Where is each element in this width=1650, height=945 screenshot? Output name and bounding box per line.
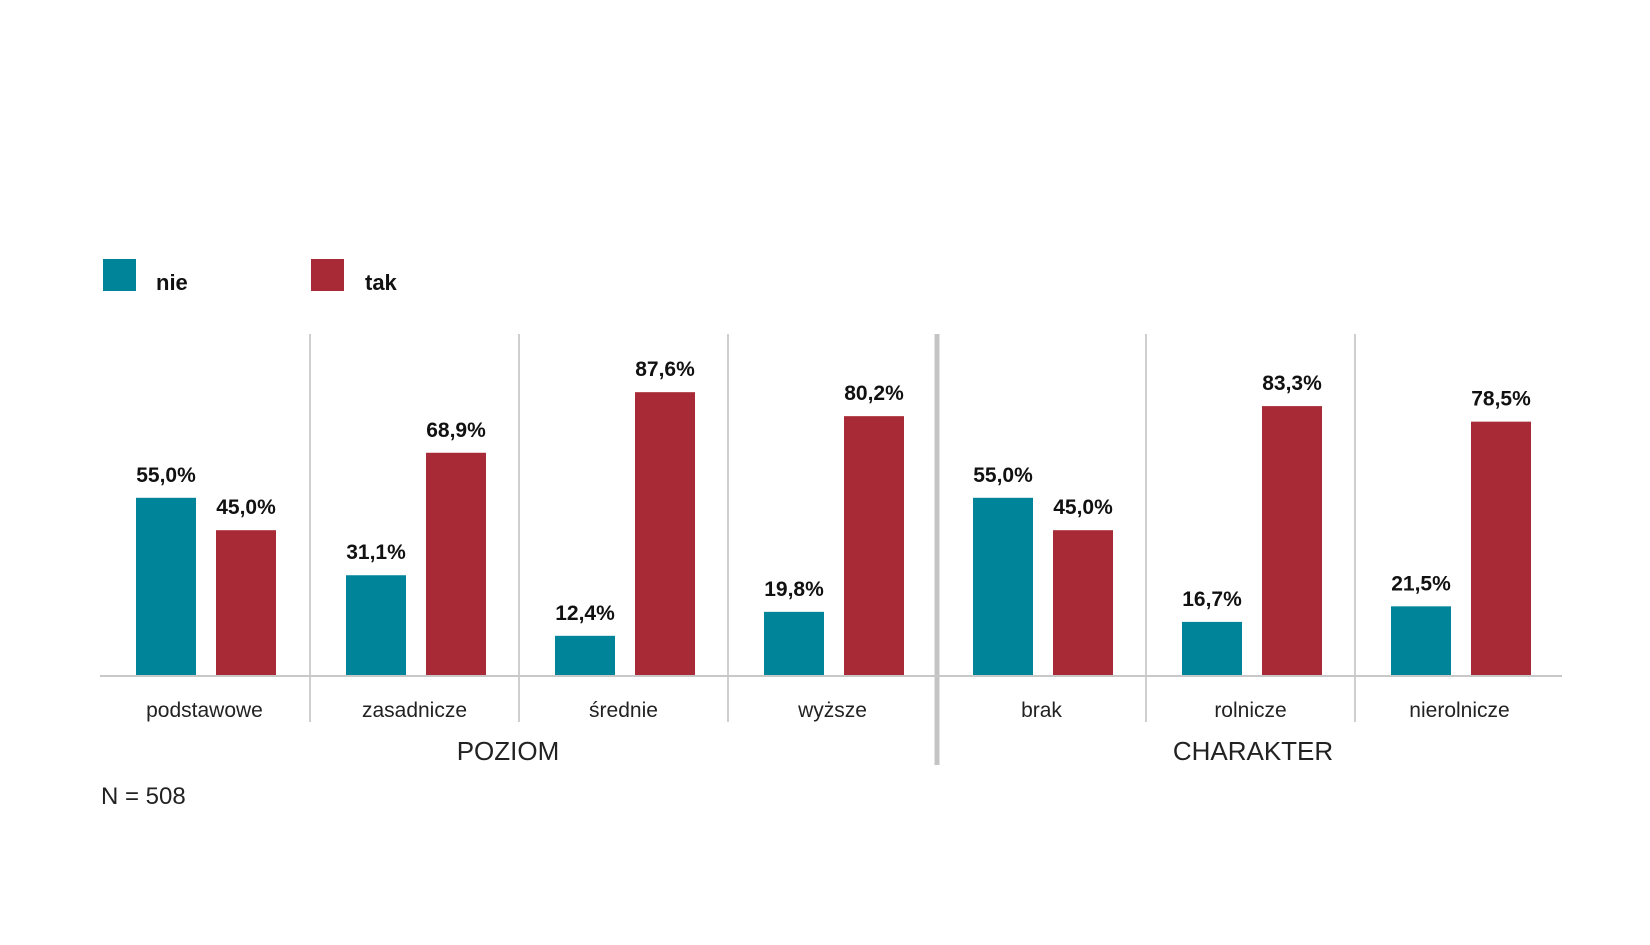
category-separators bbox=[309, 334, 1356, 765]
category-label-3: średnie bbox=[589, 699, 658, 722]
data-label-tak-3: 87,6% bbox=[635, 358, 695, 381]
category-labels: podstawowe zasadnicze średnie wyższe brak rol… bbox=[146, 699, 1510, 722]
bar-nie-4 bbox=[764, 611, 824, 676]
bar-nie-3 bbox=[555, 635, 615, 676]
bar-tak-2 bbox=[426, 452, 486, 676]
category-label-2: zasadnicze bbox=[362, 699, 467, 722]
legend-label-nie: nie bbox=[156, 270, 188, 295]
legend-swatch-nie bbox=[103, 259, 136, 291]
data-label-tak-6: 83,3% bbox=[1262, 372, 1322, 395]
category-label-7: nierolnicze bbox=[1409, 699, 1509, 722]
data-label-tak-4: 80,2% bbox=[844, 382, 904, 405]
data-label-tak-7: 78,5% bbox=[1471, 388, 1531, 411]
group-label-poziom: POZIOM bbox=[457, 736, 560, 766]
bar-tak-5 bbox=[1053, 530, 1113, 676]
data-labels: 55,0% 45,0% 31,1% 68,9% 12,4% 87,6% 19,8% 80,2%… bbox=[136, 358, 1531, 625]
bar-nie-7 bbox=[1391, 606, 1451, 676]
bar-nie-6 bbox=[1182, 621, 1242, 676]
data-label-nie-1: 55,0% bbox=[136, 464, 196, 487]
bar-tak-7 bbox=[1471, 421, 1531, 676]
category-label-6: rolnicze bbox=[1214, 699, 1286, 722]
bar-tak-3 bbox=[635, 392, 695, 676]
data-label-nie-6: 16,7% bbox=[1182, 588, 1242, 611]
data-label-nie-2: 31,1% bbox=[346, 541, 406, 564]
category-label-5: brak bbox=[1021, 699, 1062, 722]
sample-size-note: N = 508 bbox=[101, 783, 186, 810]
bars bbox=[136, 392, 1531, 676]
category-label-1: podstawowe bbox=[146, 699, 263, 722]
data-label-tak-2: 68,9% bbox=[426, 419, 486, 442]
bar-nie-2 bbox=[346, 575, 406, 676]
data-label-nie-5: 55,0% bbox=[973, 464, 1033, 487]
data-label-nie-3: 12,4% bbox=[555, 602, 615, 625]
legend: nie tak bbox=[103, 259, 398, 295]
group-label-charakter: CHARAKTER bbox=[1173, 736, 1333, 766]
data-label-nie-4: 19,8% bbox=[764, 578, 824, 601]
bar-tak-1 bbox=[216, 530, 276, 676]
legend-swatch-tak bbox=[311, 259, 344, 291]
category-label-4: wyższe bbox=[797, 699, 867, 722]
data-label-tak-5: 45,0% bbox=[1053, 496, 1113, 519]
bar-tak-4 bbox=[844, 416, 904, 676]
bar-nie-5 bbox=[973, 497, 1033, 676]
data-label-tak-1: 45,0% bbox=[216, 496, 276, 519]
group-labels: POZIOM CHARAKTER bbox=[457, 736, 1333, 766]
bar-nie-1 bbox=[136, 497, 196, 676]
data-label-nie-7: 21,5% bbox=[1391, 572, 1451, 595]
bar-tak-6 bbox=[1262, 406, 1322, 676]
legend-label-tak: tak bbox=[365, 270, 398, 295]
